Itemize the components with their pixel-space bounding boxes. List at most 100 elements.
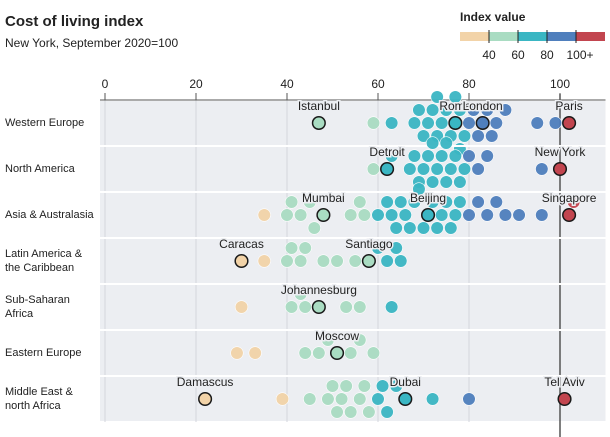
city-dot bbox=[480, 208, 494, 222]
city-dot bbox=[385, 116, 399, 130]
city-dot bbox=[389, 379, 403, 393]
city-dot bbox=[489, 116, 503, 130]
city-dot bbox=[430, 90, 444, 104]
highlighted-city-dot bbox=[562, 207, 577, 223]
chart-title: Cost of living index bbox=[5, 13, 144, 30]
city-dot bbox=[480, 103, 494, 117]
city-dot bbox=[466, 103, 481, 117]
city-dot bbox=[371, 208, 385, 222]
city-dot bbox=[435, 208, 449, 222]
city-dot bbox=[453, 103, 467, 117]
city-label: Detroit bbox=[369, 145, 405, 159]
highlighted-city-dot bbox=[421, 207, 436, 223]
city-dot bbox=[257, 208, 271, 222]
highlighted-city-dot bbox=[311, 299, 326, 315]
city-dot bbox=[280, 254, 294, 268]
highlighted-city-dot bbox=[361, 253, 376, 269]
city-dot bbox=[412, 103, 426, 117]
highlighted-city-dot bbox=[380, 161, 395, 177]
highlighted-city-dot bbox=[330, 345, 345, 361]
city-dot bbox=[480, 149, 494, 163]
highlighted-city-dot bbox=[198, 391, 213, 407]
city-dot bbox=[416, 162, 431, 176]
city-dot bbox=[389, 221, 403, 235]
city-dot bbox=[385, 149, 399, 163]
city-label: Beijing bbox=[410, 191, 446, 205]
city-label: London bbox=[463, 99, 503, 113]
city-dot bbox=[380, 405, 394, 419]
city-dot bbox=[435, 116, 449, 130]
city-dot bbox=[471, 129, 485, 143]
city-dot bbox=[471, 162, 485, 176]
city-label: Tel Aviv bbox=[544, 375, 584, 389]
region-label: Asia & Australasia bbox=[5, 209, 94, 221]
city-label: Caracas bbox=[219, 237, 264, 251]
city-dot bbox=[498, 103, 513, 117]
city-dot bbox=[316, 254, 331, 268]
city-dot bbox=[426, 136, 440, 150]
city-dot bbox=[330, 405, 344, 419]
city-dot bbox=[230, 346, 244, 360]
city-dot bbox=[453, 175, 467, 189]
city-dot bbox=[298, 241, 312, 255]
city-label: Dubai bbox=[390, 375, 421, 389]
city-dot bbox=[416, 129, 431, 143]
city-dot bbox=[462, 392, 476, 406]
city-dot bbox=[321, 392, 335, 406]
city-dot bbox=[498, 208, 513, 222]
city-dot bbox=[357, 208, 371, 222]
row-background bbox=[100, 101, 606, 145]
city-dot bbox=[366, 346, 381, 360]
swarm-group bbox=[275, 379, 476, 419]
legend-swatch bbox=[489, 32, 518, 41]
row-background bbox=[100, 285, 606, 329]
city-dot bbox=[353, 333, 367, 347]
city-dot bbox=[448, 90, 462, 104]
city-dot bbox=[453, 195, 467, 209]
city-dot bbox=[426, 195, 440, 209]
city-dot bbox=[471, 195, 485, 209]
city-dot bbox=[448, 208, 462, 222]
region-label: Eastern Europe bbox=[5, 347, 82, 359]
legend-swatch bbox=[518, 32, 547, 41]
highlighted-city-dot bbox=[557, 391, 572, 407]
city-dot bbox=[430, 221, 444, 235]
city-dot bbox=[462, 116, 476, 130]
city-dot bbox=[407, 149, 422, 163]
city-dot bbox=[512, 208, 526, 222]
city-dot bbox=[275, 392, 290, 406]
city-dot bbox=[444, 221, 458, 235]
city-dot bbox=[284, 241, 299, 255]
legend-tick-label: 60 bbox=[511, 48, 525, 62]
city-dot bbox=[416, 221, 431, 235]
legend-tick-label: 80 bbox=[540, 48, 554, 62]
swarm-group bbox=[257, 182, 581, 235]
highlighted-city-dot bbox=[475, 115, 490, 131]
city-dot bbox=[257, 254, 271, 268]
city-dot bbox=[284, 195, 299, 209]
city-dot bbox=[426, 175, 440, 189]
city-dot bbox=[335, 392, 349, 406]
city-dot bbox=[489, 195, 503, 209]
highlighted-city-dot bbox=[448, 115, 463, 131]
city-label: Moscow bbox=[315, 329, 359, 343]
row-background bbox=[100, 147, 606, 191]
city-dot bbox=[444, 162, 458, 176]
city-dot bbox=[312, 346, 326, 360]
city-dot bbox=[439, 175, 453, 189]
city-dot bbox=[294, 287, 308, 301]
city-dot bbox=[439, 195, 453, 209]
city-dot bbox=[485, 129, 499, 143]
city-dot bbox=[407, 195, 422, 209]
legend-tick-label: 40 bbox=[482, 48, 496, 62]
city-dot bbox=[380, 254, 394, 268]
city-dot bbox=[380, 195, 394, 209]
city-dot bbox=[385, 300, 399, 314]
city-label: Rome bbox=[439, 99, 471, 113]
swarm-group bbox=[366, 90, 563, 156]
city-dot bbox=[357, 379, 371, 393]
city-dot bbox=[457, 162, 472, 176]
city-label: Istanbul bbox=[298, 99, 340, 113]
city-dot bbox=[530, 116, 544, 130]
